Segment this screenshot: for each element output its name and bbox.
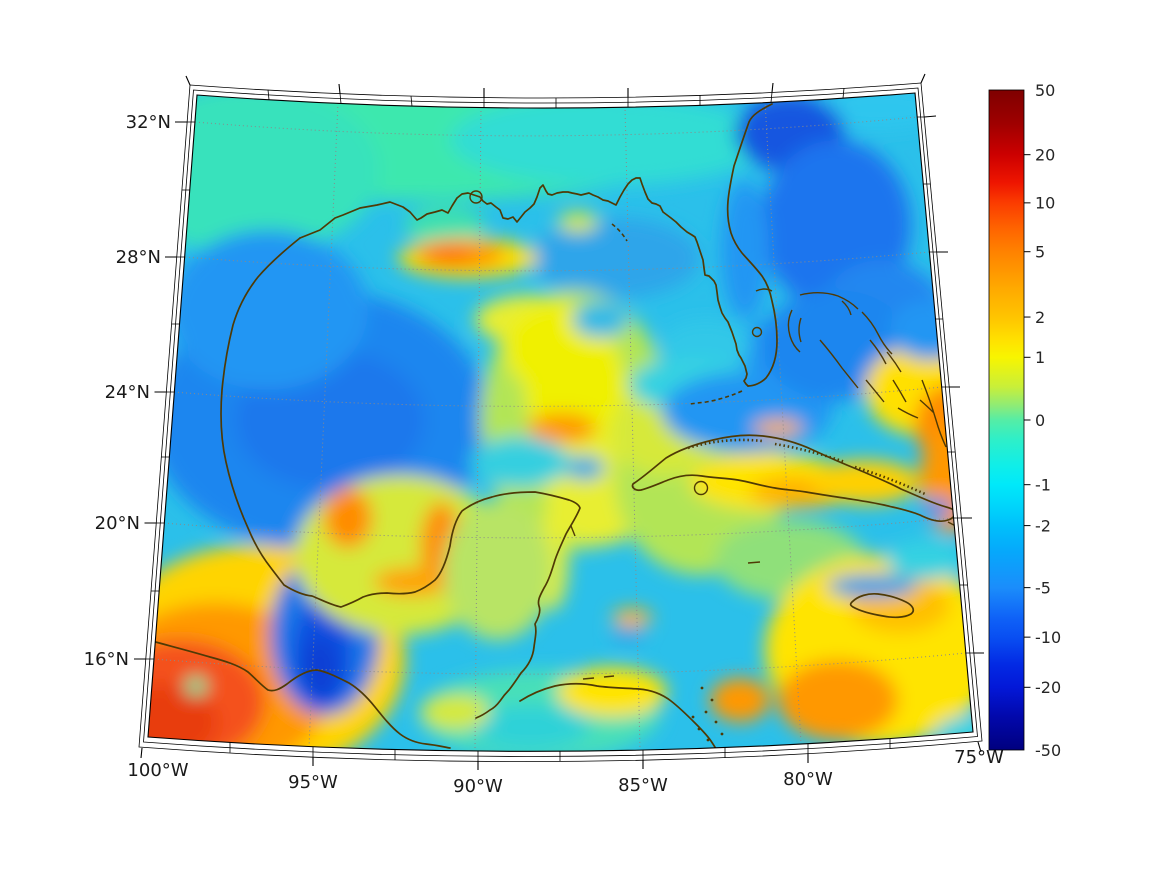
gridline-24n [173,386,943,407]
field-blob [558,212,598,232]
coastline-us-gulf [299,177,749,387]
field-blob [920,423,973,533]
field-blob [470,705,590,749]
lon-tick-label: 95°W [288,772,338,793]
nicaragua-cays [691,686,724,742]
field-blob [530,218,700,298]
field-blob [612,609,652,627]
field-blob [374,568,450,596]
lat-tick-label: 24°N [105,382,150,403]
gridline-16n [153,652,967,675]
field-blob [710,678,770,722]
colorbar-tick-label: 2 [1035,308,1045,327]
colorbar-tick-label: -1 [1035,475,1051,494]
gridline-90w [474,106,482,752]
colorbar-tick-label: 50 [1035,81,1055,100]
field-blob [528,413,596,443]
field-blob [721,180,769,320]
field-blob [827,574,917,598]
small-islands [570,525,761,680]
coastline-pacific-mexico [151,640,451,749]
colorbar-tick-label: 0 [1035,411,1045,430]
lat-tick-label: 16°N [84,649,129,670]
field-blob [420,694,490,730]
field-blob [753,420,803,436]
map-border [134,73,984,770]
gridline-28n [184,251,930,272]
lat-tick-label: 32°N [126,112,171,133]
lon-tick-label: 85°W [618,775,668,796]
coastline-jamaica [849,592,915,619]
bahamas-islands [755,288,947,448]
colorbar-tick-label: 10 [1035,194,1055,213]
field-blob [450,95,770,185]
lon-tick-label: 90°W [453,776,503,797]
coastline-florida-keys [689,390,743,405]
lat-tick-label: 28°N [116,247,161,268]
border-connectors [145,88,974,761]
field-blob [778,660,898,740]
cuba-cay-chains [687,438,926,496]
lon-tick-label: 80°W [783,769,833,790]
colorbar-tick-label: -20 [1035,678,1061,697]
lake-okeechobee [751,326,763,338]
field-blob [565,456,605,480]
colorbar-tick-label: -10 [1035,628,1061,647]
field-blob [924,498,952,518]
border-inner [143,87,978,757]
colorbar-tick-label: -5 [1035,578,1051,597]
field-blob [557,667,667,717]
field-blob [168,230,368,390]
field-blob [423,244,473,262]
gridline-80w [764,100,802,745]
field-blob [890,300,970,360]
field-blob [887,540,963,580]
graticule [153,100,967,752]
gridline-32n [194,116,918,137]
field-blob [470,437,570,487]
field-blob [185,677,207,695]
field-blob [810,460,920,504]
lake-pontchartrain [469,190,483,204]
chandeleur-islands [611,223,628,242]
coastline-cuba [631,434,957,523]
field-blob [612,626,644,642]
colorbar-tick-label: 5 [1035,243,1045,262]
colorbar-tick-label: -50 [1035,741,1061,760]
map-boundary [147,92,974,752]
field-blob [302,638,338,698]
isle-of-youth [693,480,709,496]
field-blob [324,488,372,548]
colorbar-gradient [989,90,1024,750]
lon-tick-label: 100°W [127,760,188,781]
coastline-mexico-yucatan [220,237,581,719]
lat-tick-label: 20°N [95,513,140,534]
heatmap-field [148,93,973,752]
field-blob [572,302,628,338]
colorbar-tick-label: 1 [1035,348,1045,367]
lon-tick-label: 75°W [954,747,1004,768]
axis-ticks [134,73,984,770]
coastline-florida-east [726,103,778,387]
colorbar-tick-label: 20 [1035,145,1055,164]
coastline-honduras [519,682,717,750]
gridline-85w [624,105,641,751]
field-blob [148,93,380,255]
coastlines [151,103,971,750]
axis-labels: 100°W 95°W 90°W 85°W 80°W 75°W 32°N 28°N… [84,112,1004,797]
colorbar-tick-label: -2 [1035,516,1051,535]
border-outer [138,82,983,763]
field-blob [443,500,553,640]
